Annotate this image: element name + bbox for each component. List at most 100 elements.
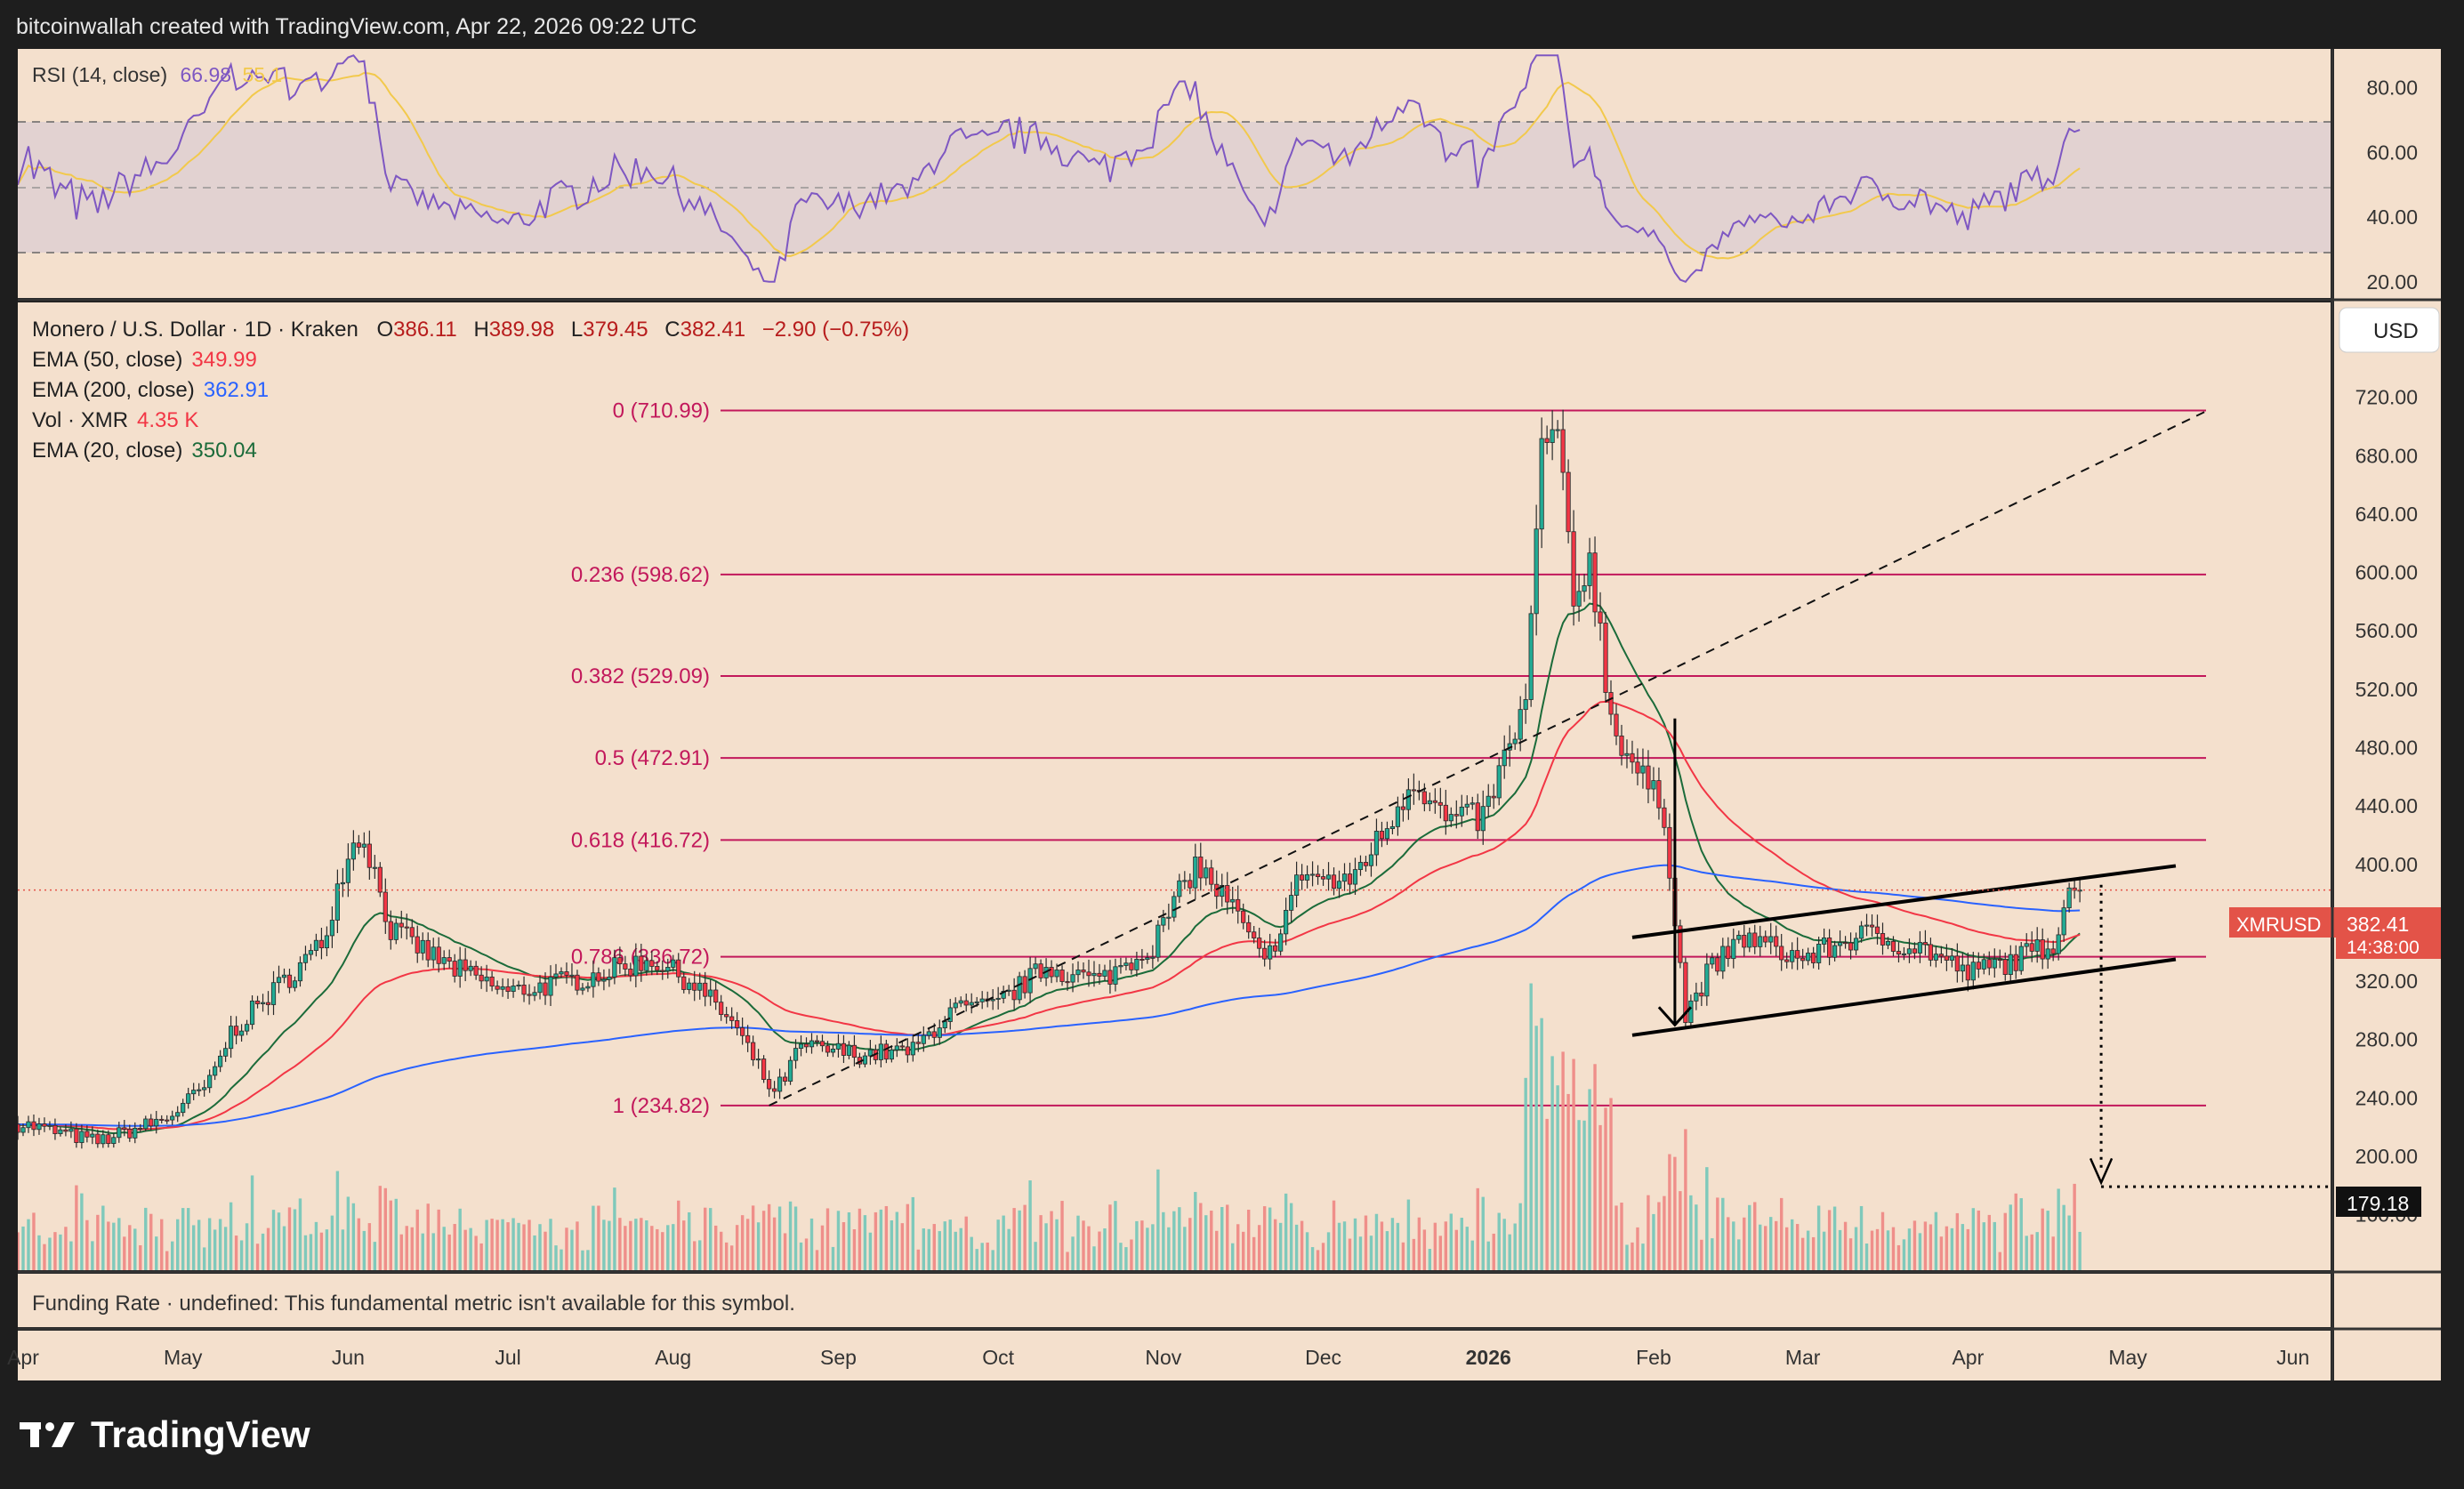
volume-bar	[922, 1228, 925, 1270]
volume-bar	[1034, 1242, 1037, 1270]
candle	[771, 1081, 777, 1099]
volume-bar	[271, 1210, 276, 1270]
volume-bar	[123, 1236, 126, 1270]
volume-bar	[1679, 1191, 1682, 1270]
candle	[382, 878, 388, 934]
time-axis-label: Jun	[332, 1346, 365, 1369]
candle	[308, 944, 314, 961]
candle	[1368, 842, 1374, 877]
chart-credit-text: bitcoinwallah created with TradingView.c…	[16, 14, 697, 39]
candle	[1379, 821, 1385, 848]
legend-ema20: EMA (20, close) 350.04	[32, 439, 257, 463]
candle	[1166, 903, 1172, 930]
volume-bar	[239, 1240, 244, 1270]
volume-bar	[1880, 1211, 1885, 1270]
volume-bar	[1039, 1215, 1043, 1270]
volume-bar	[831, 1246, 835, 1270]
projection-arrowhead	[2089, 1157, 2114, 1186]
drawings[interactable]	[18, 409, 2331, 1188]
volume-bar	[1811, 1236, 1816, 1270]
volume-bar	[351, 1203, 356, 1270]
volume-bar	[1582, 1120, 1586, 1270]
rsi-axis-tick: 60.00	[2366, 141, 2418, 164]
price-legend-main: Monero / U.S. Dollar · 1D · Kraken O386.…	[32, 318, 909, 342]
volume-bar	[576, 1221, 579, 1270]
volume-bar	[1422, 1229, 1427, 1270]
fibonacci-retracement[interactable]: 0 (710.99) 0.236 (598.62) 0.382 (529.09) 0.…	[571, 398, 2206, 1118]
ema20-value: 350.04	[191, 439, 256, 463]
candle	[559, 967, 564, 978]
candle	[143, 1115, 149, 1132]
volume-bar	[1124, 1247, 1128, 1270]
currency-button[interactable]: USD	[2339, 307, 2440, 353]
volume-bar	[1545, 1118, 1549, 1270]
volume-bar	[1748, 1204, 1751, 1270]
candle	[452, 954, 457, 983]
candle	[1363, 856, 1369, 872]
candle	[1230, 886, 1236, 914]
volume-bar	[1727, 1217, 1730, 1270]
volume-bar	[383, 1187, 388, 1270]
volume-bar	[1625, 1244, 1629, 1270]
volume-bar	[1252, 1236, 1256, 1270]
volume-bar	[1577, 1120, 1581, 1270]
candle	[537, 975, 543, 1000]
candle	[1598, 592, 1603, 641]
candle	[2029, 931, 2034, 962]
candle	[1017, 971, 1022, 1004]
candle	[708, 979, 713, 1006]
candle	[1885, 937, 1891, 950]
volume-bar	[1066, 1252, 1069, 1270]
volume-bar	[2078, 1231, 2082, 1270]
volume-bar	[1556, 1085, 1559, 1270]
volume-bar	[1631, 1242, 1634, 1270]
candle	[569, 963, 575, 986]
candle	[1811, 946, 1816, 969]
volume-bar	[1300, 1220, 1304, 1270]
volume-bar	[666, 1225, 670, 1270]
candle	[671, 954, 676, 972]
channel-lower-line[interactable]	[1631, 957, 2177, 1037]
candle	[921, 1026, 926, 1052]
candle	[1837, 930, 1843, 957]
trendline-dashed[interactable]	[769, 409, 2209, 1107]
candle	[18, 1115, 20, 1140]
volume-bar	[1945, 1226, 1949, 1270]
candle	[1357, 855, 1364, 876]
volume-bar	[618, 1218, 622, 1270]
candle	[1646, 750, 1651, 804]
candle	[1736, 930, 1742, 944]
candle	[2056, 927, 2061, 961]
volume-bar	[218, 1219, 222, 1270]
candle	[1678, 919, 1683, 969]
volume-bar	[884, 1205, 889, 1270]
candle	[2061, 899, 2066, 943]
tradingview-chart[interactable]: 80.00 60.00 40.00 20.00 RSI (14, close) 66.…	[0, 0, 2464, 1405]
channel-upper-line[interactable]	[1631, 864, 2177, 939]
candle	[1763, 930, 1768, 948]
volume-bar	[858, 1208, 862, 1270]
volume-bar	[890, 1219, 894, 1270]
volume-bar	[75, 1185, 78, 1270]
candle	[260, 994, 266, 1012]
candle	[2072, 878, 2077, 899]
volume-bar	[799, 1242, 803, 1270]
high-label: H	[473, 318, 488, 342]
volume-bar	[1401, 1242, 1405, 1270]
candle	[1033, 957, 1038, 975]
candle	[111, 1132, 117, 1148]
candle	[878, 1035, 883, 1068]
candle	[905, 1038, 910, 1063]
candle	[596, 967, 601, 986]
volume-bar	[932, 1224, 936, 1270]
candle	[953, 997, 958, 1013]
candle	[1539, 417, 1544, 549]
price-axis-tick: 720.00	[2355, 386, 2418, 409]
candle	[1427, 793, 1432, 811]
volume-bar	[650, 1226, 654, 1270]
candle	[1001, 986, 1006, 1003]
volume-bar	[756, 1222, 761, 1270]
candle	[1832, 940, 1838, 962]
high-value: 389.98	[489, 318, 554, 342]
candle	[479, 966, 484, 989]
